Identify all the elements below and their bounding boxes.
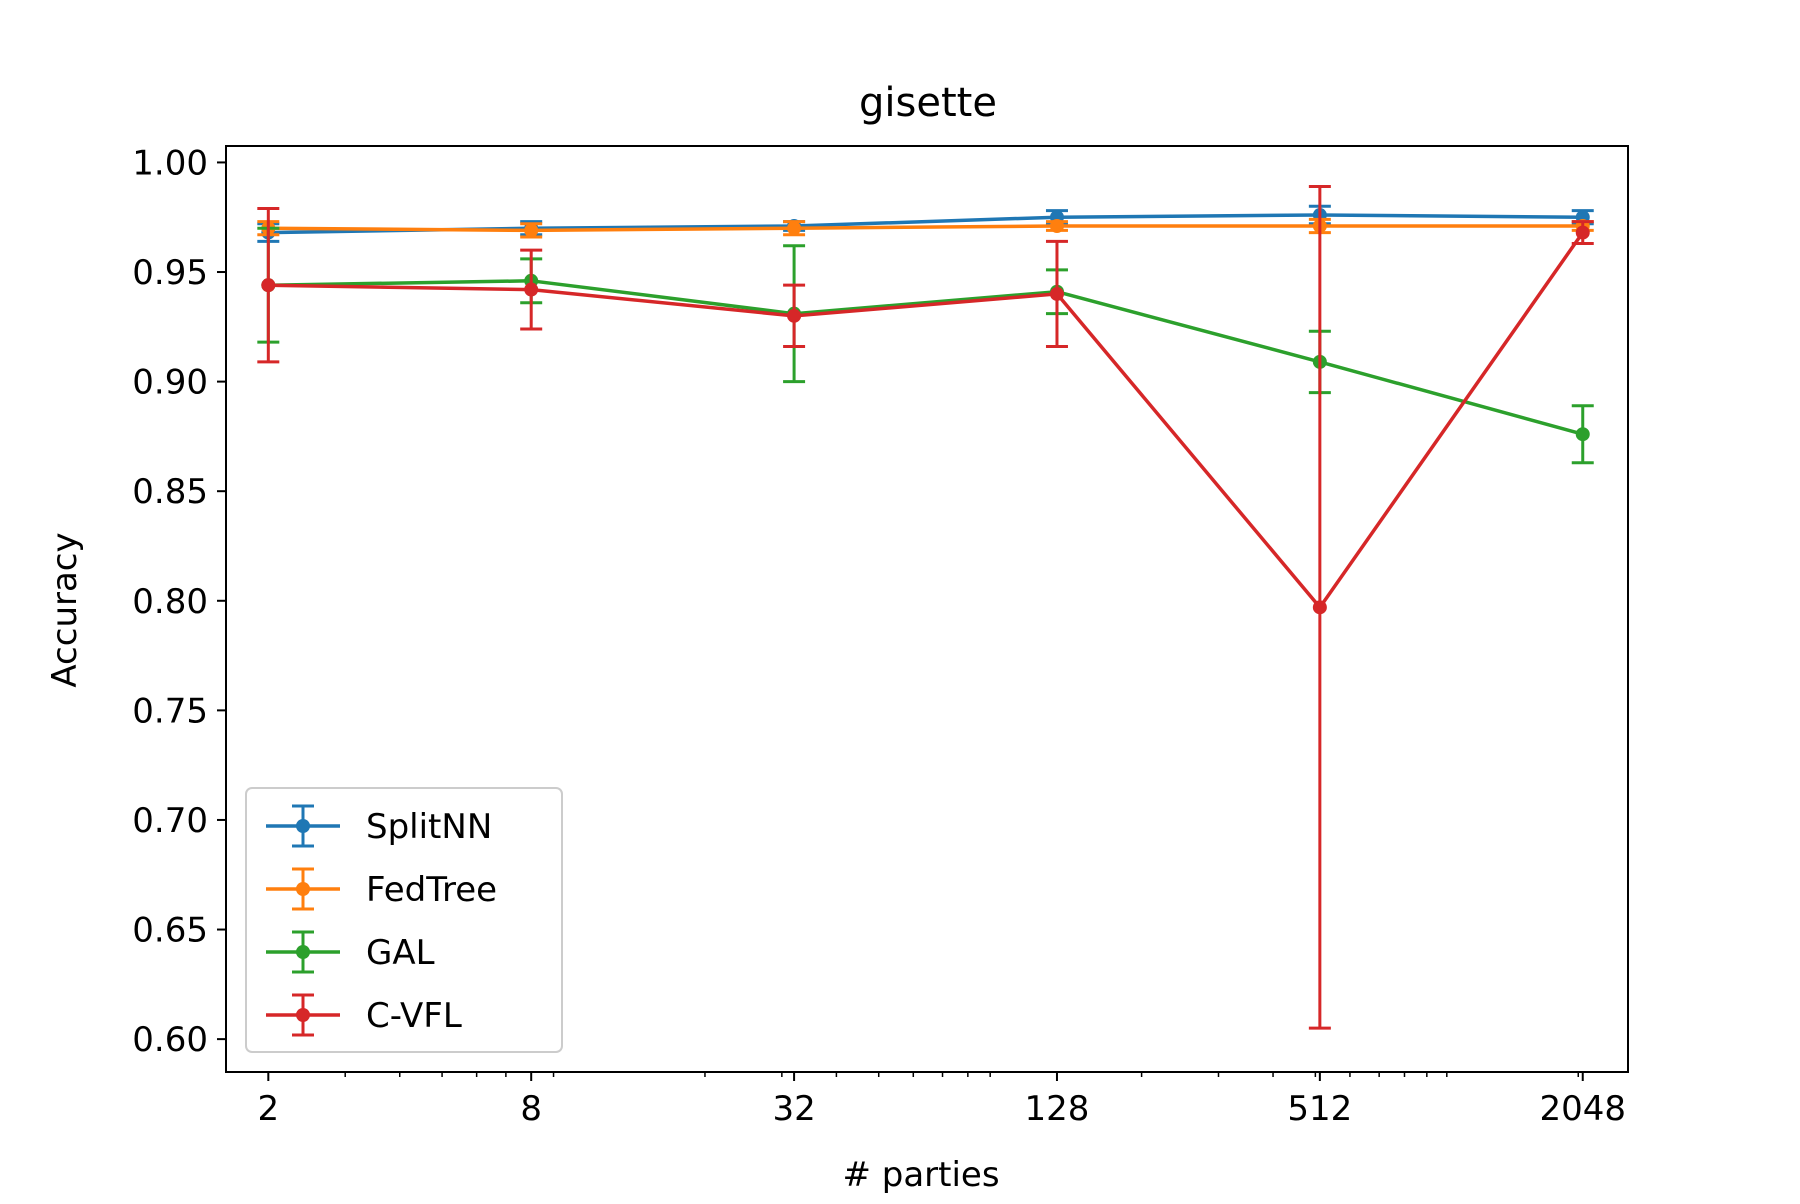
data-point — [1575, 427, 1590, 442]
legend: SplitNN FedTree GAL C-VFL — [245, 787, 563, 1053]
series-line-c-vfl — [268, 231, 1585, 610]
y-tick-label: 0.90 — [132, 363, 208, 403]
y-tick-label: 0.65 — [132, 911, 208, 951]
x-tick-label: 512 — [1287, 1089, 1352, 1129]
legend-swatch-marker — [296, 1008, 310, 1022]
data-point — [787, 308, 802, 323]
data-point — [1575, 225, 1590, 240]
data-point — [524, 282, 539, 297]
y-tick-label: 0.60 — [132, 1020, 208, 1060]
y-tick-label: 0.75 — [132, 691, 208, 731]
data-point — [1049, 218, 1064, 233]
legend-label: FedTree — [366, 870, 497, 910]
y-tick-label: 1.00 — [132, 143, 208, 183]
legend-label: SplitNN — [366, 807, 492, 847]
legend-swatch-marker — [296, 945, 310, 959]
data-point — [1312, 600, 1327, 615]
x-tick-label: 2 — [257, 1089, 279, 1129]
legend-box — [245, 787, 563, 1053]
series-line-fedtree — [268, 224, 1583, 233]
y-tick-label: 0.85 — [132, 472, 208, 512]
series-line-gal — [268, 279, 1584, 436]
legend-label: GAL — [366, 933, 435, 973]
legend-label: C-VFL — [366, 996, 462, 1036]
data-point — [1049, 286, 1064, 301]
x-axis-label: # parties — [842, 1155, 999, 1195]
data-point — [524, 223, 539, 238]
legend-swatch-marker — [296, 882, 310, 896]
x-tick-label: 128 — [1025, 1089, 1090, 1129]
y-tick-label: 0.70 — [132, 801, 208, 841]
x-tick-label: 2048 — [1539, 1089, 1626, 1129]
legend-swatch-marker — [296, 819, 310, 833]
chart-title: gisette — [859, 80, 997, 126]
data-point — [787, 221, 802, 236]
data-point — [261, 278, 276, 293]
y-tick-label: 0.95 — [132, 253, 208, 293]
plot-frame — [225, 145, 1629, 1073]
y-tick-label: 0.80 — [132, 582, 208, 622]
y-axis-label: Accuracy — [45, 532, 85, 687]
x-tick-label: 32 — [772, 1089, 815, 1129]
plot-area: 0.60 0.65 0.70 0.75 0.80 0.85 0.90 0.95 1.00 2 8 32… — [132, 143, 1629, 1129]
x-tick-label: 8 — [520, 1089, 542, 1129]
